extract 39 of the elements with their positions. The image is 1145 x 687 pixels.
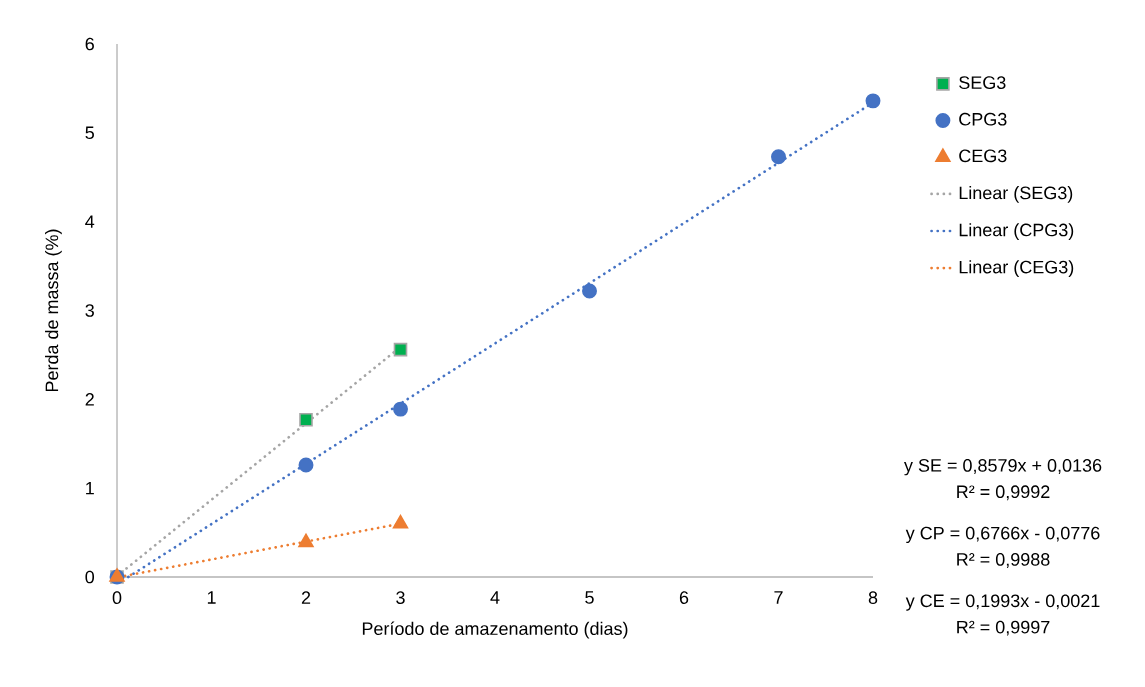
legend-label: Linear (CPG3) [959,223,1074,240]
point [298,533,314,548]
y-tick-label: 6 [85,37,94,51]
x-tick-label: 1 [207,591,216,604]
point [393,401,408,417]
y-tick-label: 3 [85,304,94,317]
text: y CP = 0,6766x - 0,0776 [905,526,1100,544]
legend-label: Linear (CEG3) [959,260,1074,277]
y-tick-label: 1 [86,481,94,495]
text: R² = 0,9988 [957,553,1050,568]
point [865,93,881,109]
x-tick-label: 7 [774,591,783,604]
point [582,283,597,299]
x-tick-label: 4 [490,591,500,604]
x-tick-label: 6 [679,591,689,604]
legend-label: CEG3 [959,149,1007,163]
point [393,342,408,357]
legend-label: Linear (SEG3) [959,186,1073,203]
x-tick-label: 2 [301,591,311,604]
text: R² = 0,9997 [957,620,1050,636]
text: R² = 0,9992 [957,485,1050,501]
point [392,514,409,529]
y-tick-label: 4 [85,215,95,228]
text: y SE = 0,8579x + 0,0136 [903,459,1102,476]
legend-label: CPG3 [959,112,1007,126]
legend-label: SEG3 [959,76,1006,89]
x-axis-title: Período de amazenamento (dias) [362,621,628,639]
x-tick-label: 5 [585,591,594,604]
y-axis-title: Perda de massa (%) [45,229,62,392]
y-tick-label: 2 [85,393,94,406]
text: y CE = 0,1993x - 0,0021 [905,594,1100,611]
point [299,412,313,427]
y-tick-label: 5 [85,126,94,140]
y-tick-label: 0 [85,570,95,584]
x-tick-label: 0 [112,591,122,604]
x-tick-label: 8 [868,591,878,604]
point [771,149,786,165]
x-tick-label: 3 [396,591,405,604]
point [298,457,314,473]
